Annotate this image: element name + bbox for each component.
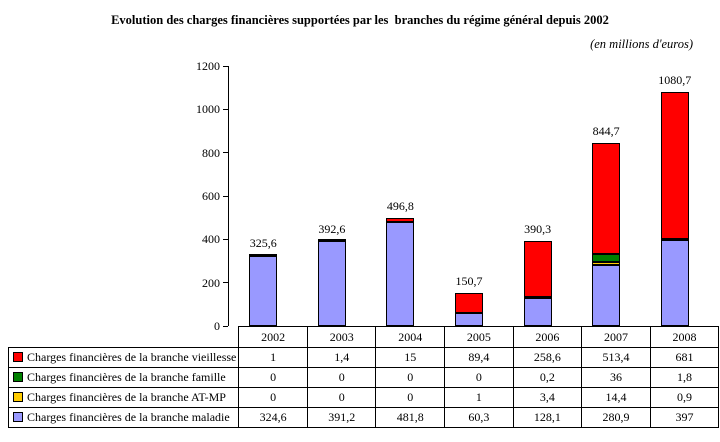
bar-total-label: 496,8 [386, 199, 414, 214]
y-axis-tick-label: 400 [202, 232, 220, 247]
value-cell: 1,8 [649, 367, 720, 388]
legend-swatch [13, 392, 23, 402]
year-header-cell: 2008 [649, 326, 720, 348]
value-cell: 0 [306, 367, 377, 388]
y-axis-tick [223, 65, 228, 67]
y-axis-tick-label: 0 [214, 319, 220, 333]
value-cell: 128,1 [512, 407, 583, 428]
value-cell: 0 [306, 387, 377, 408]
bar-segment [592, 142, 621, 255]
legend-swatch [13, 372, 23, 382]
value-cell: 681 [649, 347, 720, 368]
series-row: Charges financières de la branche famill… [7, 367, 720, 388]
y-axis-tick-label: 1200 [196, 59, 220, 73]
value-cell: 481,8 [375, 407, 446, 428]
value-cell: 3,4 [512, 387, 583, 408]
value-cell: 0 [238, 367, 308, 388]
value-cell: 258,6 [512, 347, 583, 368]
y-axis-tick-label: 800 [202, 145, 220, 160]
legend-swatch [13, 412, 23, 422]
bar-segment [386, 221, 415, 326]
value-cell: 513,4 [581, 347, 651, 368]
year-header-row: 2002 2003 2004 2005 2006 2007 2008 [9, 326, 720, 348]
y-axis-tick-label: 600 [202, 189, 220, 203]
table-corner-cell [9, 327, 239, 348]
value-cell: 280,9 [581, 407, 651, 428]
bar-segment [592, 265, 621, 326]
y-axis-tick [223, 152, 228, 154]
bar-total-label: 150,7 [455, 274, 483, 289]
series-label-cell: Charges financières de la branche AT-MP [7, 387, 240, 408]
value-cell: 391,2 [306, 407, 377, 428]
value-cell: 324,6 [238, 407, 308, 428]
year-header-cell: 2006 [512, 326, 583, 348]
chart-title: Evolution des charges financières suppor… [111, 13, 609, 27]
value-cell: 36 [581, 367, 651, 388]
series-row: Charges financières de la branche maladi… [7, 407, 720, 428]
bar-segment [455, 312, 483, 326]
bar-segment [592, 254, 621, 263]
y-axis-tick [223, 195, 228, 197]
y-axis-tick [223, 238, 228, 240]
series-row: Charges financières de la branche AT-MP 0… [7, 387, 720, 408]
bar-segment [249, 253, 278, 256]
value-cell: 14,4 [581, 387, 651, 408]
y-axis-tick-label: 1000 [196, 102, 220, 117]
year-header-cell: 2007 [581, 326, 651, 348]
bar-total-label: 1080,7 [658, 72, 692, 87]
series-row: Charges financières de la branche vieill… [7, 347, 720, 368]
bar-segment [523, 298, 552, 326]
year-header-cell: 2002 [238, 326, 308, 348]
year-header-cell: 2004 [375, 326, 446, 348]
bar-total-label: 325,6 [249, 236, 277, 251]
value-cell: 397 [649, 407, 720, 428]
chart-units-note: (en millions d'euros) [590, 37, 693, 51]
value-cell: 0 [375, 387, 446, 408]
bar-segment [386, 218, 415, 222]
bar-segment [249, 255, 278, 326]
year-header-cell: 2005 [444, 326, 514, 348]
bar-segment [523, 241, 552, 298]
y-axis-tick [223, 282, 228, 284]
plot-area: 0 200 400 600 800 1000 1200 325,6 392,6 496,8 150,… [196, 59, 709, 333]
y-axis-tick [223, 108, 228, 110]
series-label-cell: Charges financières de la branche maladi… [7, 407, 240, 428]
value-cell: 89,4 [444, 347, 514, 368]
bar-total-label: 390,3 [524, 222, 552, 237]
legend-swatch [13, 352, 23, 362]
y-axis-tick-label: 200 [202, 275, 220, 290]
bar-segment [317, 241, 346, 326]
value-cell: 1,4 [306, 347, 377, 368]
value-cell: 0 [444, 367, 514, 388]
value-cell: 0 [238, 387, 308, 408]
y-axis-tick [223, 325, 228, 327]
value-cell: 1 [444, 387, 514, 408]
bar-segment [660, 239, 689, 326]
year-header-cell: 2003 [306, 326, 377, 348]
bar-segment [660, 91, 689, 240]
bar-total-label: 844,7 [592, 123, 620, 138]
bar-total-label: 392,6 [318, 221, 346, 236]
bar-segment [592, 262, 621, 266]
value-cell: 0 [375, 367, 446, 388]
value-cell: 0,9 [649, 387, 720, 408]
value-cell: 60,3 [444, 407, 514, 428]
value-cell: 15 [375, 347, 446, 368]
bar-segment [317, 239, 346, 242]
series-label-cell: Charges financières de la branche vieill… [7, 347, 240, 368]
value-cell: 0,2 [512, 367, 583, 388]
bar-segment [455, 293, 483, 313]
series-label-cell: Charges financières de la branche famill… [7, 367, 240, 388]
value-cell: 1 [238, 347, 308, 368]
data-table: 2002 2003 2004 2005 2006 2007 2008 Charges fina… [7, 326, 720, 428]
